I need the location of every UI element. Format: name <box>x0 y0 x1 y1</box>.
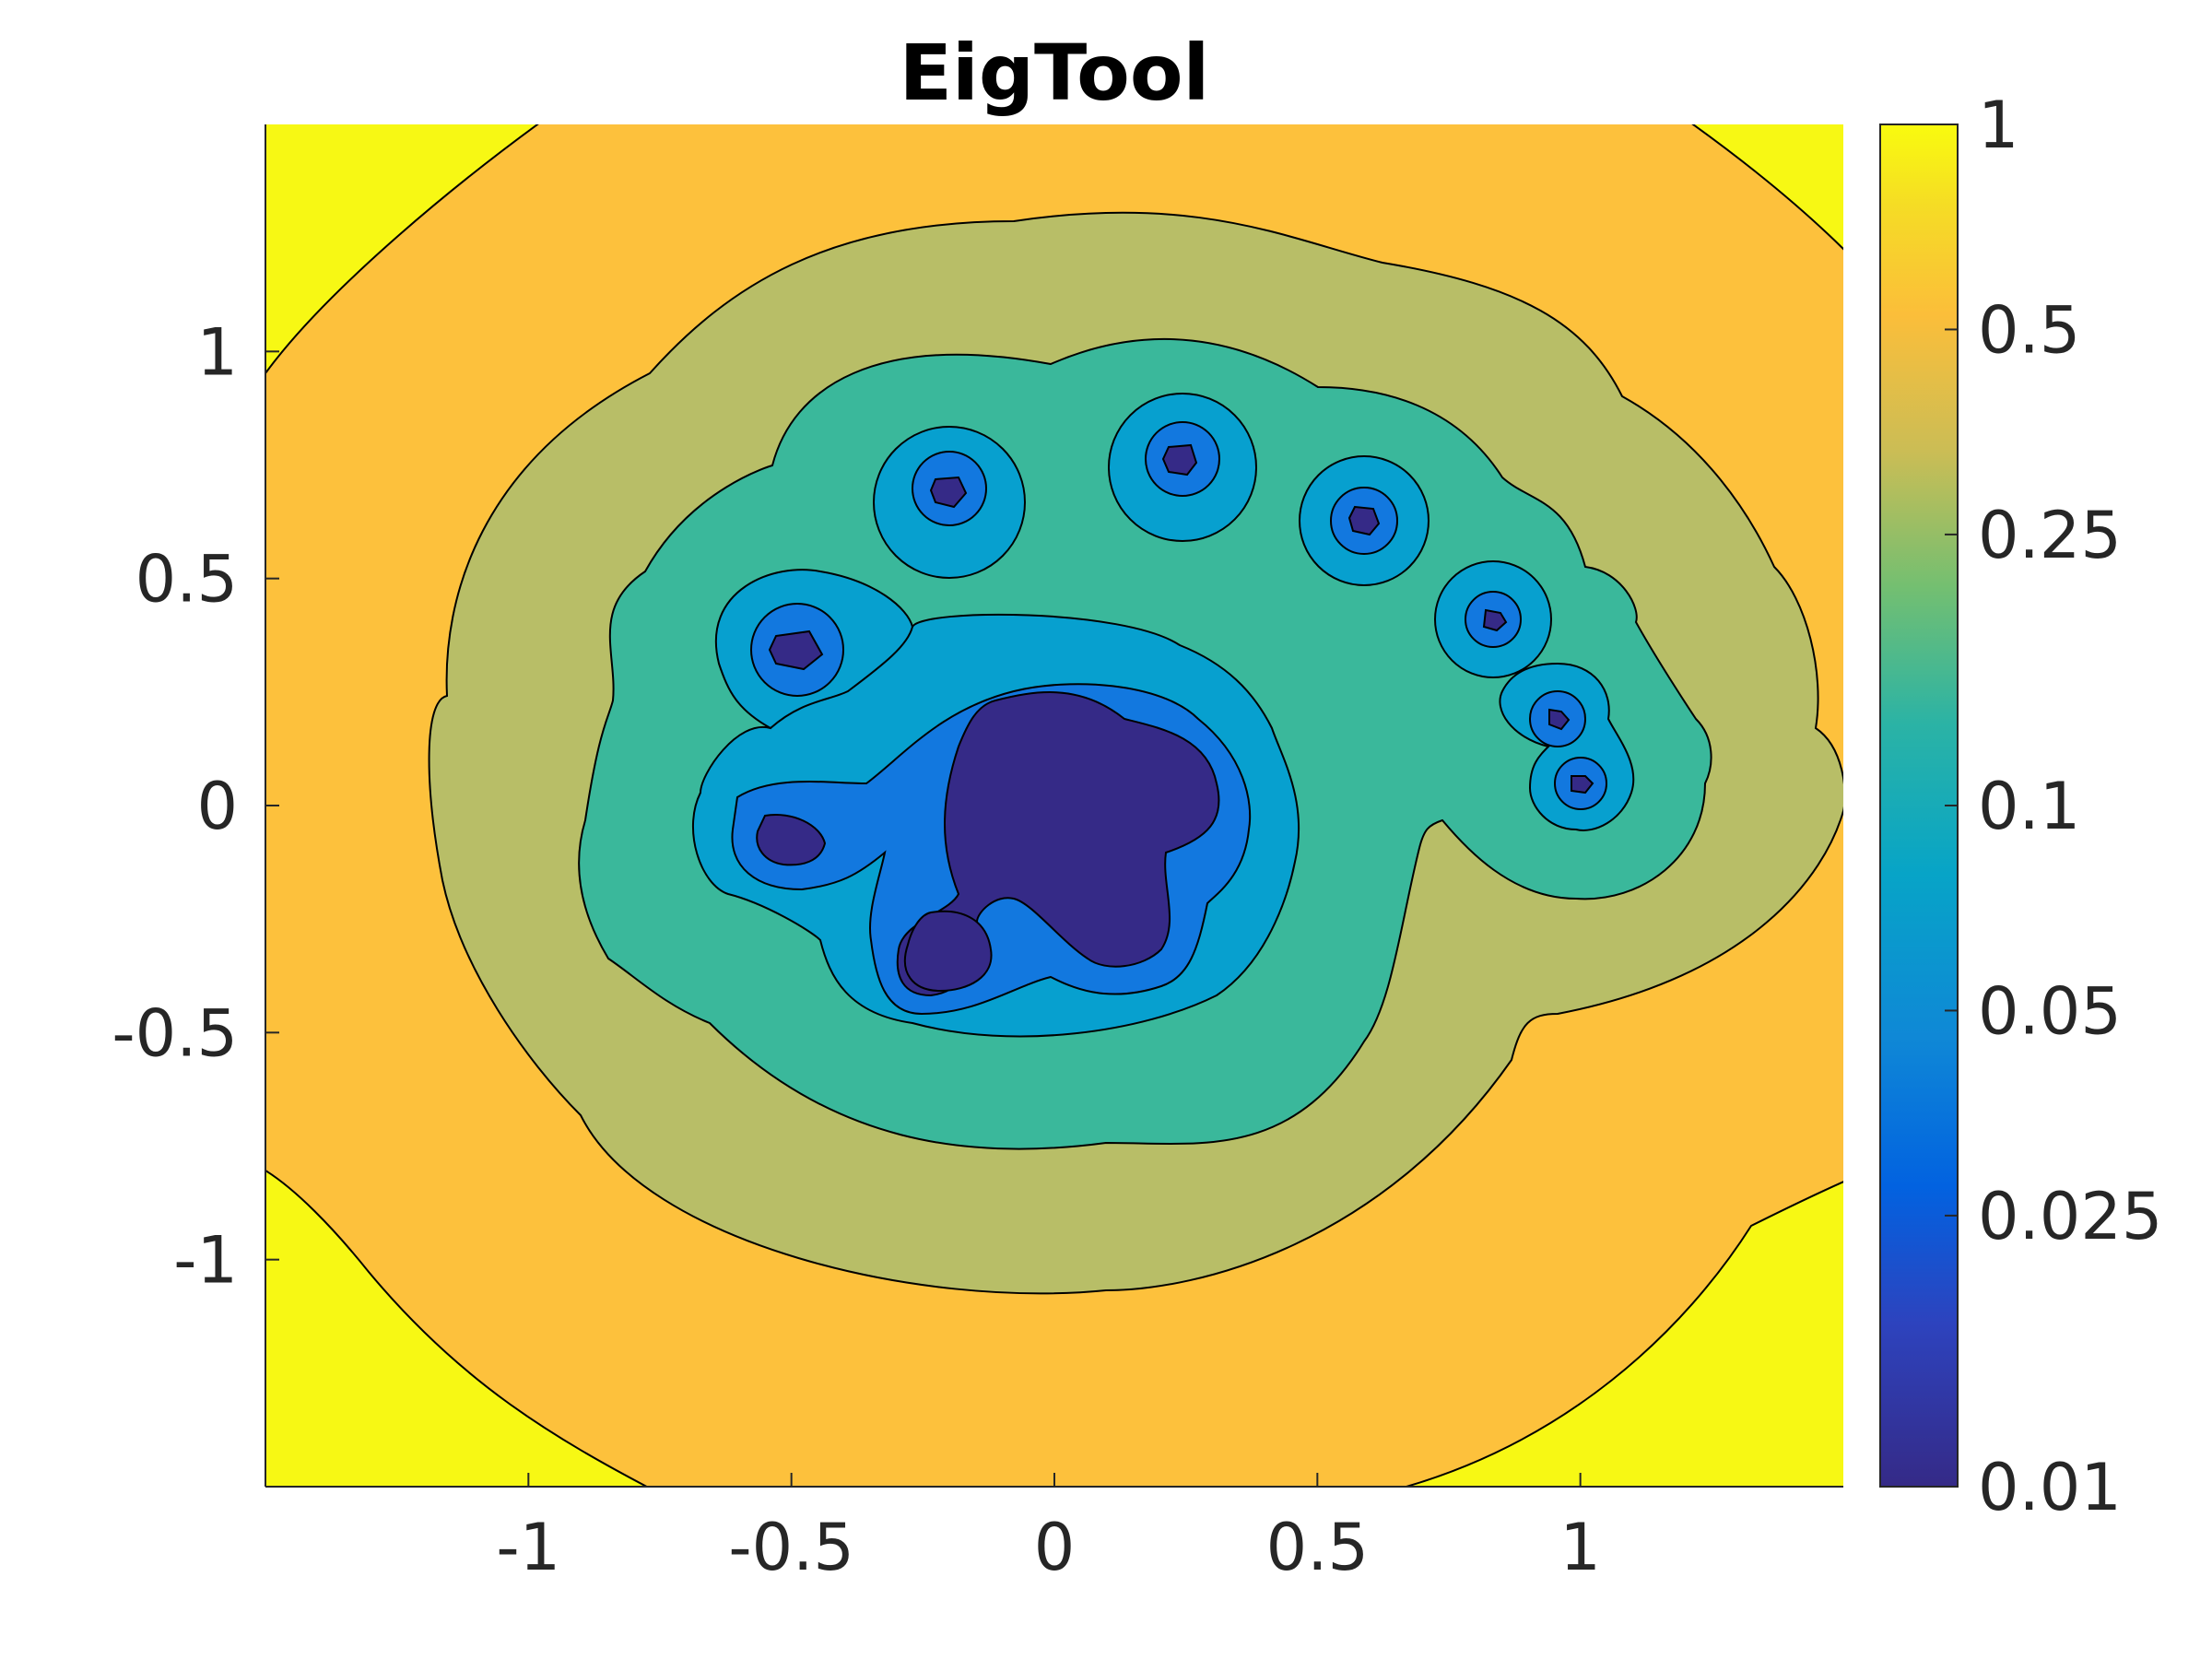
x-tick-group: -1 -0.5 0 0.5 1 <box>496 1473 1601 1585</box>
colorbar-tick-label: 0.025 <box>1978 1179 2162 1254</box>
colorbar-tick-label: 0.1 <box>1978 769 2080 844</box>
x-tick-label: -1 <box>496 1510 560 1585</box>
eigen-dot <box>1482 608 1508 632</box>
y-tick-label: 0 <box>196 769 238 844</box>
colorbar: 1 0.5 0.25 0.1 0.05 0.025 0.01 <box>1879 88 2162 1525</box>
y-tick-label: -0.5 <box>112 995 238 1071</box>
contour-region-0.01-lower-left <box>903 910 993 993</box>
colorbar-tick-label: 1 <box>1978 88 2019 163</box>
eigen-dot <box>768 629 824 671</box>
x-tick-label: 0.5 <box>1266 1510 1369 1585</box>
eigen-dot <box>1548 708 1571 731</box>
eigen-dot <box>1161 443 1198 477</box>
contour-region-0.01-left <box>756 814 827 866</box>
y-tick-label: 0.5 <box>135 542 238 618</box>
x-tick-label: -0.5 <box>728 1510 854 1585</box>
colorbar-tick-label: 0.05 <box>1978 973 2122 1049</box>
chart-title: EigTool <box>900 28 1210 118</box>
y-tick-label: -1 <box>173 1223 238 1299</box>
y-tick-label: 1 <box>196 314 238 390</box>
colorbar-tick-group: 1 0.5 0.25 0.1 0.05 0.025 0.01 <box>1945 88 2162 1525</box>
plot-area <box>265 124 1843 1487</box>
y-axis: 1 0.5 0 -0.5 -1 <box>112 124 279 1487</box>
colorbar-tick-label: 0.25 <box>1978 498 2122 573</box>
y-tick-group: 1 0.5 0 -0.5 -1 <box>112 314 279 1299</box>
colorbar-tick-label: 0.5 <box>1978 292 2080 368</box>
eigen-dot <box>1571 775 1594 794</box>
x-tick-label: 0 <box>1034 1510 1076 1585</box>
x-axis: -1 -0.5 0 0.5 1 <box>265 1473 1843 1585</box>
contour-region-0.01-center <box>896 691 1220 997</box>
eigen-dot <box>1347 505 1381 536</box>
x-tick-label: 1 <box>1559 1510 1601 1585</box>
colorbar-tick-label: 0.01 <box>1978 1450 2122 1525</box>
eigen-dot <box>929 476 968 509</box>
